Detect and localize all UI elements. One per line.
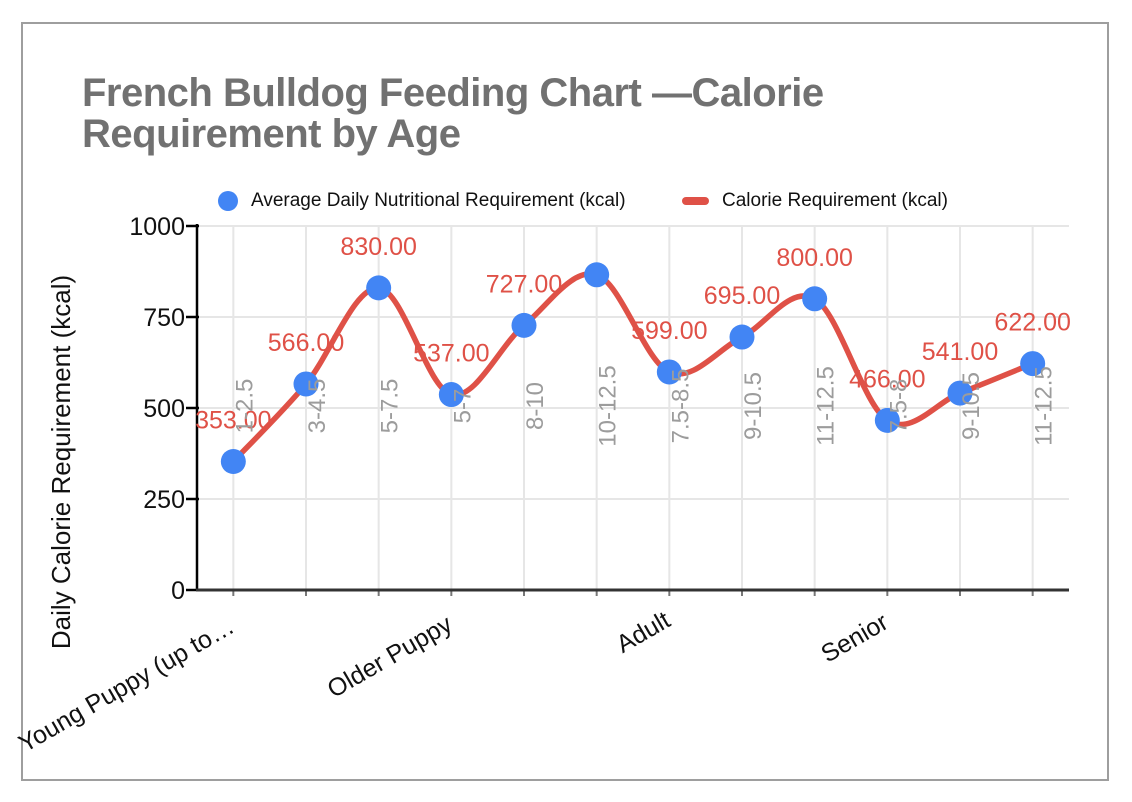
y-tick-labels: 0 250 500 750 1000 — [129, 213, 185, 605]
legend-item-line-series: Calorie Requirement (kcal) — [682, 188, 948, 214]
data-point — [656, 359, 682, 385]
category-labels: 1-2.5 3-4.5 5-7.5 5-7 8-10 10-12.5 7.5-8.5 9-10… — [231, 365, 1057, 446]
group-label: Adult — [612, 606, 675, 659]
data-point — [874, 407, 900, 433]
category-label: 10-12.5 — [595, 365, 622, 446]
data-label: 466.00 — [849, 365, 925, 393]
data-label: 599.00 — [631, 317, 707, 345]
point-series-swatch-icon — [218, 191, 238, 211]
data-label: 727.00 — [486, 270, 562, 298]
legend-item-points-series: Average Daily Nutritional Requirement (k… — [218, 188, 626, 214]
category-label: 11-12.5 — [1031, 366, 1058, 446]
data-label: 695.00 — [704, 282, 780, 310]
data-label: 566.00 — [268, 329, 344, 357]
data-label: 353.00 — [195, 407, 271, 435]
data-labels: 353.00 566.00 830.00 537.00 727.00 599.00 695.… — [195, 233, 1071, 435]
legend: Average Daily Nutritional Requirement (k… — [23, 188, 1132, 214]
data-label: 622.00 — [994, 309, 1070, 337]
category-label: 5-7 — [449, 389, 476, 424]
axes — [186, 224, 1069, 596]
category-label: 9-10.5 — [740, 372, 767, 440]
data-label: 537.00 — [413, 340, 489, 368]
category-label: 3-4.5 — [304, 379, 331, 434]
category-label: 8-10 — [522, 382, 549, 430]
group-labels: Young Puppy (up to… Older Puppy Adult Senio… — [14, 606, 893, 758]
svg-text:0: 0 — [171, 577, 185, 605]
svg-text:250: 250 — [143, 486, 185, 514]
group-label: Older Puppy — [323, 610, 458, 704]
category-label: 1-2.5 — [231, 379, 258, 434]
category-label: 5-7.5 — [377, 379, 404, 434]
y-axis-title: Daily Calorie Requirement (kcal) — [46, 275, 76, 649]
data-point — [947, 380, 973, 406]
data-point — [220, 449, 246, 475]
data-label: 541.00 — [922, 338, 998, 366]
category-label: 11-12.5 — [813, 366, 840, 446]
data-point — [1020, 351, 1046, 377]
svg-text:750: 750 — [143, 304, 185, 332]
line-series-swatch-icon — [682, 197, 709, 205]
data-point — [293, 371, 319, 397]
chart-frame: French Bulldog Feeding Chart —Calorie Re… — [21, 22, 1109, 781]
category-label: 7.5-8 — [885, 379, 912, 434]
legend-label: Average Daily Nutritional Requirement (k… — [251, 190, 626, 211]
data-points — [220, 262, 1046, 475]
category-label: 7.5-8.5 — [667, 369, 694, 444]
group-label: Senior — [816, 608, 893, 668]
data-point — [802, 286, 828, 312]
data-point — [511, 312, 537, 338]
data-point — [729, 324, 755, 350]
legend-label: Calorie Requirement (kcal) — [722, 190, 948, 211]
data-point — [366, 275, 392, 301]
category-label: 9-10.5 — [958, 372, 985, 440]
chart-title: French Bulldog Feeding Chart —Calorie Re… — [82, 71, 824, 156]
svg-text:1000: 1000 — [129, 213, 185, 241]
svg-text:500: 500 — [143, 395, 185, 423]
data-label: 830.00 — [340, 233, 416, 261]
data-point — [584, 262, 610, 288]
data-label: 800.00 — [776, 244, 852, 272]
data-point — [438, 382, 464, 408]
